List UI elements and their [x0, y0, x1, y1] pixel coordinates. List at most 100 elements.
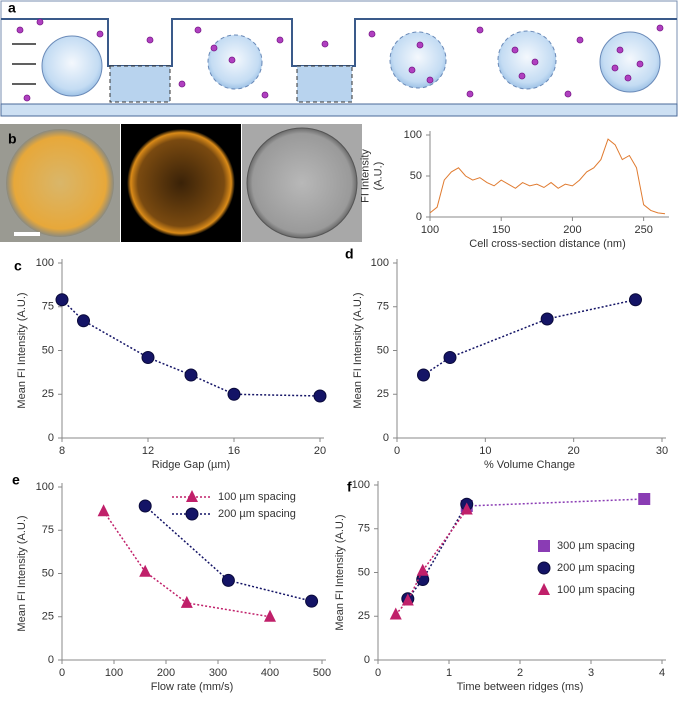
data-point	[180, 595, 193, 608]
legend-label: 100 µm spacing	[218, 491, 296, 503]
panel-letter: a	[8, 0, 16, 16]
panel-letter: c	[14, 258, 22, 274]
legend-marker	[537, 561, 551, 575]
cell	[497, 30, 557, 90]
y-tick-label: 0	[48, 432, 54, 444]
dye-molecules	[16, 18, 664, 102]
panel-letter: f	[347, 479, 352, 495]
x-tick-label: 10	[479, 445, 491, 457]
y-axis-label: Mean FI Intensity (A.U.)	[16, 515, 28, 631]
y-tick-label: 50	[410, 170, 422, 182]
series-line	[429, 138, 666, 215]
cell-image	[246, 127, 358, 239]
x-tick-label: 100	[105, 667, 123, 679]
x-tick-label: 500	[313, 667, 331, 679]
series-line	[423, 299, 636, 376]
x-tick-label: 100	[421, 224, 439, 236]
x-tick-label: 2	[517, 667, 523, 679]
scale-bar	[14, 232, 40, 236]
legend-label: 100 µm spacing	[557, 584, 635, 596]
legend-label: 200 µm spacing	[557, 562, 635, 574]
data-point	[55, 293, 69, 307]
x-tick-label: 0	[394, 445, 400, 457]
data-point	[401, 593, 414, 606]
series-line	[466, 498, 645, 507]
x-tick-label: 300	[209, 667, 227, 679]
x-tick-label: 200	[563, 224, 581, 236]
y-tick-label: 50	[377, 344, 389, 356]
y-tick-label: 0	[364, 654, 370, 666]
data-point	[77, 314, 90, 328]
series-line	[61, 299, 321, 397]
x-tick-label: 250	[634, 224, 652, 236]
y-tick-label: 100	[36, 481, 54, 493]
cell-squeezed	[296, 65, 353, 103]
y-tick-label: 0	[416, 211, 422, 223]
y-tick-label: 100	[36, 257, 54, 269]
data-point	[417, 368, 430, 382]
x-tick-label: 150	[492, 224, 510, 236]
panel-letter: b	[8, 131, 17, 147]
data-point	[313, 389, 327, 403]
y-tick-label: 100	[352, 479, 370, 491]
data-point	[221, 573, 235, 587]
series-line	[102, 510, 271, 618]
data-point	[416, 563, 429, 576]
legend-marker	[186, 490, 198, 502]
y-axis-label: Mean FI Intensity (A.U.)	[352, 292, 364, 408]
x-axis-label: Time between ridges (ms)	[457, 681, 584, 693]
x-tick-label: 3	[588, 667, 594, 679]
data-point	[141, 351, 155, 364]
x-tick-label: 16	[228, 445, 240, 457]
panel-letter: e	[12, 472, 20, 488]
y-tick-label: 50	[42, 567, 54, 579]
channel-floor	[0, 103, 678, 117]
cell	[389, 31, 447, 89]
y-tick-label: 50	[42, 344, 54, 356]
data-point	[638, 493, 651, 505]
series-line	[395, 509, 468, 615]
cell	[207, 34, 263, 90]
x-tick-label: 400	[261, 667, 279, 679]
data-point	[629, 293, 642, 307]
x-tick-label: 30	[656, 445, 668, 457]
x-tick-label: 20	[568, 445, 580, 457]
y-tick-label: 25	[42, 388, 54, 400]
series-line	[407, 503, 468, 600]
y-tick-label: 75	[377, 301, 389, 313]
y-tick-label: 75	[358, 523, 370, 535]
legend-label: 300 µm spacing	[557, 540, 635, 552]
arrows	[12, 43, 36, 85]
panel-a: a	[0, 0, 678, 117]
y-tick-label: 25	[42, 611, 54, 623]
data-point	[97, 504, 110, 517]
cell-image	[6, 129, 114, 237]
data-point	[138, 499, 152, 513]
y-tick-label: 50	[358, 566, 370, 578]
cell	[599, 31, 661, 93]
x-tick-label: 12	[142, 445, 154, 457]
data-point	[443, 351, 457, 364]
cell-image	[127, 129, 235, 237]
cell-squeezed	[109, 65, 171, 103]
data-point	[389, 607, 402, 620]
x-tick-label: 8	[59, 445, 65, 457]
legend-marker	[538, 583, 550, 595]
y-tick-label: 75	[42, 524, 54, 536]
y-axis-label: Mean FI Intensity (A.U.)	[16, 292, 28, 408]
y-axis-label: Mean FI Intensity (A.U.)	[334, 514, 346, 630]
x-axis-label: % Volume Change	[484, 459, 575, 471]
x-tick-label: 0	[375, 667, 381, 679]
data-point	[227, 387, 241, 401]
data-point	[460, 502, 473, 515]
y-tick-label: 75	[42, 301, 54, 313]
series-line	[144, 505, 312, 602]
x-axis-label: Flow rate (mm/s)	[151, 681, 234, 693]
y-tick-label: 0	[383, 432, 389, 444]
panel-b-images	[0, 124, 362, 242]
data-point	[184, 368, 198, 382]
x-axis-label: Cell cross-section distance (nm)	[469, 238, 626, 250]
y-tick-label: 25	[358, 610, 370, 622]
x-axis-label: Ridge Gap (µm)	[152, 459, 230, 471]
